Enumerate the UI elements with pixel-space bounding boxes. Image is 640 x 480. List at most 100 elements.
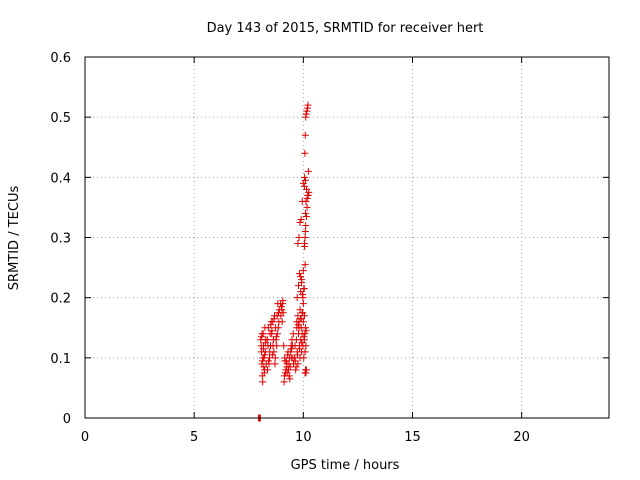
data-point: [278, 306, 286, 314]
y-tick-label: 0.5: [50, 111, 71, 126]
data-point: [294, 321, 302, 329]
data-point: [259, 357, 267, 365]
data-point: [302, 221, 310, 229]
data-point: [260, 363, 268, 371]
x-tick-label: 20: [513, 430, 530, 445]
data-point: [302, 327, 310, 335]
data-point: [301, 330, 309, 338]
data-point: [298, 339, 306, 347]
data-point: [258, 333, 266, 341]
data-point: [264, 366, 272, 374]
data-point: [302, 342, 310, 350]
x-tick-label: 5: [190, 430, 198, 445]
data-point: [303, 107, 311, 115]
y-tick-label: 0.6: [50, 51, 71, 66]
x-tick-label: 15: [404, 430, 421, 445]
chart-title: Day 143 of 2015, SRMTID for receiver her…: [207, 21, 484, 36]
data-point: [295, 234, 303, 241]
data-point: [267, 321, 275, 329]
data-point: [283, 369, 291, 377]
data-point: [265, 357, 273, 365]
data-point: [302, 209, 310, 217]
y-tick-label: 0.1: [50, 352, 71, 367]
data-point: [259, 345, 267, 353]
data-point: [279, 297, 287, 305]
y-tick-label: 0.3: [50, 232, 71, 247]
data-point: [288, 345, 296, 353]
data-point: [302, 366, 310, 374]
data-point: [301, 234, 309, 241]
data-point: [300, 312, 308, 320]
axis-ticks: [84, 56, 609, 419]
data-point: [300, 285, 308, 293]
data-point: [301, 348, 309, 356]
data-point: [277, 312, 285, 320]
data-point: [295, 282, 303, 290]
y-tick-label: 0.4: [50, 171, 71, 186]
x-tick-label: 10: [295, 430, 312, 445]
data-point: [300, 173, 308, 181]
plot-frame: [84, 56, 610, 419]
data-point: [297, 273, 305, 281]
data-point: [296, 218, 304, 226]
data-point: [284, 351, 292, 359]
data-point: [260, 369, 268, 377]
data-point: [272, 324, 280, 332]
x-tick-labels: 0 5 10 15 20: [81, 430, 530, 445]
data-point: [301, 227, 309, 235]
data-point: [297, 215, 305, 223]
data-point: [271, 354, 279, 362]
data-point: [259, 378, 267, 386]
data-point: [295, 324, 303, 332]
data-point: [297, 315, 305, 323]
data-point: [297, 288, 305, 296]
data-point: [299, 267, 307, 275]
data-point: [294, 240, 302, 248]
data-point: [302, 197, 310, 205]
data-point: [291, 357, 299, 365]
y-tick-label: 0.2: [50, 292, 71, 307]
data-point: [301, 131, 309, 139]
data-point: [304, 167, 312, 175]
data-point: [302, 324, 310, 332]
data-point: [295, 270, 303, 278]
x-tick-label: 0: [81, 430, 89, 445]
data-point: [263, 336, 271, 344]
data-point: [286, 375, 294, 383]
data-point: [304, 101, 312, 109]
data-point: [301, 243, 309, 251]
data-point: [270, 315, 278, 323]
data-point: [302, 110, 310, 118]
data-point: [266, 348, 274, 356]
y-tick-label: 0: [63, 412, 71, 427]
data-point: [266, 330, 274, 338]
y-axis-label: SRMTID / TECUs: [7, 186, 22, 291]
data-point: [261, 351, 269, 359]
data-point: [293, 351, 301, 359]
data-point: [281, 357, 289, 365]
data-point: [284, 366, 292, 374]
data-point: [299, 300, 307, 308]
data-point: [272, 333, 280, 341]
data-point: [280, 378, 288, 386]
data-point: [302, 212, 310, 220]
data-point: [298, 291, 306, 299]
grid-lines: [85, 57, 609, 418]
data-point: [280, 342, 288, 350]
data-point: [292, 363, 300, 371]
data-point: [296, 345, 304, 353]
data-point: [287, 348, 295, 356]
data-point: [304, 191, 312, 199]
data-point: [268, 327, 276, 335]
data-point: [293, 318, 301, 326]
data-point: [300, 333, 308, 341]
data-point: [294, 312, 302, 320]
data-point: [301, 149, 309, 157]
data-point: [302, 176, 310, 184]
x-axis-label: GPS time / hours: [291, 458, 400, 473]
data-point: [278, 318, 286, 326]
data-point: [269, 342, 277, 350]
data-point: [269, 336, 277, 344]
data-point: [305, 188, 313, 196]
